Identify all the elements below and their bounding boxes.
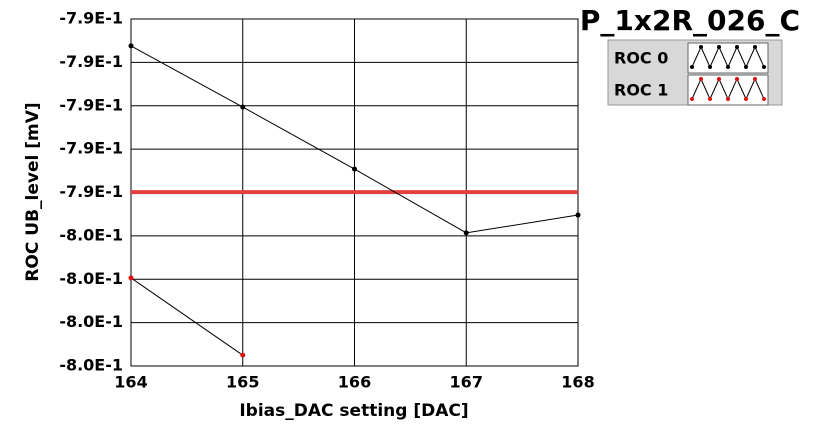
data-point [240,104,246,110]
legend-swatch-dot [735,45,739,49]
legend-swatch-dot [762,65,766,69]
legend-swatch-dot [744,97,748,101]
data-point [128,43,134,49]
data-point [575,212,581,218]
legend-swatch-dot [735,77,739,81]
y-tick-label: -7.9E-1 [59,182,123,201]
legend-swatch-dot [762,97,766,101]
data-point [240,352,246,358]
legend-swatch-dot [726,65,730,69]
legend-swatch-dot [708,97,712,101]
y-tick-label: -7.9E-1 [59,9,123,28]
legend-swatch-dot [699,77,703,81]
series-line [130,277,244,356]
legend-label: ROC 0 [614,49,668,68]
chart-title: P_1x2R_026_C [580,4,800,37]
x-tick-label: 165 [226,373,259,392]
y-axis-label: ROC UB_level [mV] [23,102,43,281]
legend-swatch-dot [726,97,730,101]
x-tick-label: 168 [561,373,594,392]
y-tick-label: -8.0E-1 [59,269,123,288]
x-tick-label: 164 [114,373,147,392]
legend-swatch-dot [690,65,694,69]
data-point [352,166,357,172]
y-tick-label: -7.9E-1 [59,52,123,71]
legend-swatch-dot [708,65,712,69]
legend-swatch-dot [717,77,721,81]
y-tick-label: -8.0E-1 [59,312,123,331]
data-point [463,230,469,236]
y-tick-label: -7.9E-1 [59,95,123,114]
legend-swatch-dot [690,97,694,101]
legend-swatch-dot [744,65,748,69]
data-point [128,275,134,281]
x-axis-label: Ibias_DAC setting [DAC] [239,401,468,421]
legend-swatch-dot [699,45,703,49]
x-tick-label: 166 [338,373,371,392]
x-tick-label: 167 [450,373,483,392]
y-tick-label: -8.0E-1 [59,225,123,244]
legend-swatch-dot [753,77,757,81]
y-tick-label: -7.9E-1 [59,139,123,158]
legend-swatch-dot [717,45,721,49]
legend-swatch-dot [753,45,757,49]
legend-label: ROC 1 [614,81,668,100]
y-tick-label: -8.0E-1 [59,356,123,375]
